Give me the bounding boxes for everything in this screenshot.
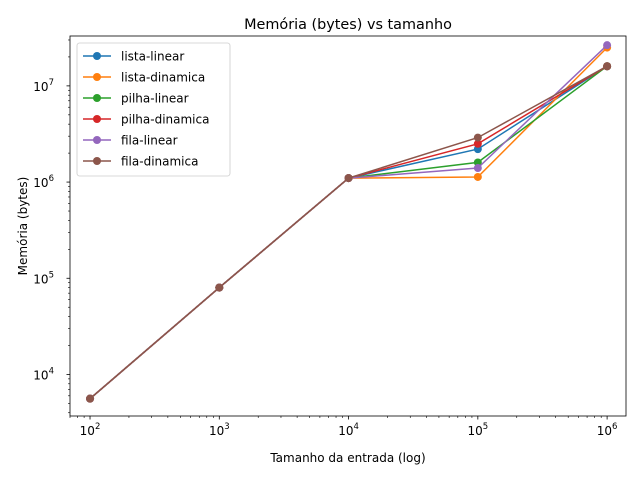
legend: lista-linear lista-dinamica pilha-linear pi… [76, 42, 231, 177]
y-tick-label: 107 [33, 78, 54, 94]
legend-marker [93, 73, 101, 81]
x-tick-label: 105 [467, 422, 488, 438]
legend-marker [93, 136, 101, 144]
plot-frame [69, 35, 627, 417]
legend-marker [93, 52, 101, 60]
plot-area [86, 41, 612, 403]
x-tick-label: 103 [209, 422, 230, 438]
x-tick-label: 102 [80, 422, 101, 438]
y-tick-label: 106 [33, 174, 54, 190]
data-point-fila-linear [473, 164, 482, 173]
data-point-fila-dinamica [473, 133, 482, 142]
legend-label: fila-linear [121, 134, 178, 148]
legend-label: fila-dinamica [121, 155, 198, 169]
x-tick-label: 104 [338, 422, 359, 438]
legend-marker [93, 94, 101, 102]
y-tick-label: 104 [33, 366, 54, 382]
data-point-fila-linear [603, 41, 612, 50]
chart-title: Memória (bytes) vs tamanho [244, 17, 452, 33]
legend-box [76, 42, 231, 177]
x-tick-label: 106 [597, 422, 618, 438]
data-point-fila-dinamica [603, 62, 612, 71]
data-point-pilha-dinamica [473, 139, 482, 148]
legend-marker [93, 115, 101, 123]
legend-label: lista-linear [121, 50, 184, 64]
y-axis-label: Memória (bytes) [16, 177, 30, 276]
legend-label: lista-dinamica [121, 71, 205, 85]
legend-marker [93, 157, 101, 165]
y-tick-label: 105 [33, 270, 54, 286]
axis-ticks: 102 103 104 105 106 104 105 106 107 [33, 39, 618, 438]
legend-label: pilha-dinamica [121, 113, 209, 127]
data-point-fila-dinamica [215, 283, 224, 292]
data-point-pilha-linear [473, 158, 482, 167]
x-axis-label: Tamanho da entrada (log) [269, 451, 425, 465]
data-point-fila-dinamica [344, 174, 353, 183]
data-point-lista-dinamica [473, 172, 482, 181]
legend-label: pilha-linear [121, 92, 189, 106]
data-point-fila-dinamica [86, 394, 95, 403]
